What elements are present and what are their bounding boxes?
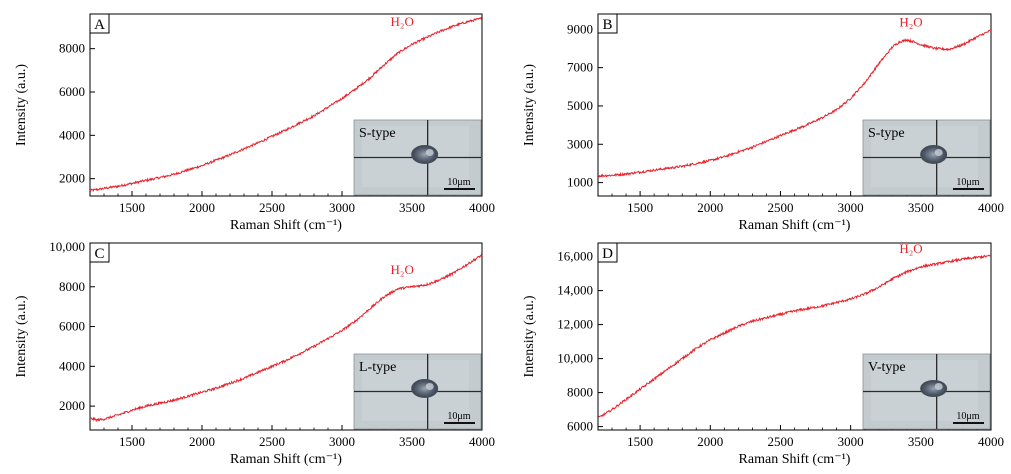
y-tick-label: 5000: [567, 98, 593, 113]
x-tick-label: 4000: [469, 200, 495, 215]
x-tick-label: 2500: [259, 434, 285, 449]
x-tick-label: 3000: [329, 434, 355, 449]
scale-bar-label: 10μm: [956, 177, 979, 188]
fluid-inclusion: [920, 145, 948, 164]
y-tick-label: 10,000: [49, 239, 85, 254]
y-tick-label: 2000: [59, 398, 85, 413]
panel-letter-box: [89, 242, 110, 263]
x-tick-label: 2000: [697, 200, 723, 215]
vapor-bubble: [934, 383, 943, 390]
y-axis-label: Intensity (a.u.): [522, 295, 537, 377]
x-tick-label: 4000: [469, 434, 495, 449]
x-tick-label: 1500: [627, 434, 653, 449]
x-tick-label: 3500: [908, 434, 934, 449]
spectrum-line: [598, 29, 992, 178]
y-tick-label: 8000: [59, 279, 85, 294]
y-tick-label: 10,000: [557, 351, 593, 366]
panel-letter-box: [89, 13, 110, 34]
x-tick-label: 2500: [767, 200, 793, 215]
x-tick-label: 4000: [978, 434, 1004, 449]
y-tick-label: 2000: [59, 171, 85, 186]
spectrum-line: [89, 253, 483, 423]
y-tick-label: 16,000: [557, 249, 593, 264]
inset-micrograph: S-type 10μm: [353, 119, 482, 196]
h2o-annotation: H₂O: [899, 241, 922, 256]
y-tick-label: 6000: [567, 419, 593, 434]
x-axis-label: Raman Shift (cm⁻¹): [739, 452, 851, 467]
h2o-annotation: H₂O: [391, 262, 414, 277]
x-tick-label: 1500: [627, 200, 653, 215]
scale-bar-label: 10μm: [447, 411, 470, 422]
x-tick-label: 3000: [838, 434, 864, 449]
panel-letter-box: [597, 242, 618, 263]
x-tick-label: 3500: [908, 200, 934, 215]
x-tick-label: 3500: [399, 200, 425, 215]
inset-type-label: V-type: [868, 360, 906, 375]
x-tick-label: 4000: [978, 200, 1004, 215]
panel-letter-box: [597, 13, 618, 34]
x-tick-label: 2500: [259, 200, 285, 215]
y-axis-label: Intensity (a.u.): [14, 295, 29, 377]
y-axis-label: Intensity (a.u.): [522, 64, 537, 146]
y-tick-label: 12,000: [557, 317, 593, 332]
y-tick-label: 6000: [59, 319, 85, 334]
panel-letter: D: [602, 246, 613, 262]
x-tick-label: 2000: [189, 200, 215, 215]
x-tick-label: 1500: [119, 200, 145, 215]
vapor-bubble: [425, 383, 434, 390]
h2o-annotation: H₂O: [899, 14, 922, 29]
x-tick-label: 2500: [767, 434, 793, 449]
panel-c: 1500 2000 2500 3000 3500 4000 2000 4000 6000 8000…: [14, 239, 495, 467]
scale-bar-label: 10μm: [447, 177, 470, 188]
panel-a: 1500 2000 2500 3000 3500 4000 2000 4000 6000 8000…: [14, 13, 495, 233]
scale-bar-label: 10μm: [956, 411, 979, 422]
vapor-bubble: [425, 149, 434, 156]
inset-micrograph: L-type 10μm: [353, 353, 482, 430]
x-tick-label: 2000: [189, 434, 215, 449]
inset-type-label: S-type: [868, 126, 905, 141]
inset-type-label: S-type: [359, 126, 396, 141]
x-axis-label: Raman Shift (cm⁻¹): [230, 218, 342, 233]
panel-d: 1500 2000 2500 3000 3500 4000 6000 8000 10,000 12…: [522, 241, 1004, 467]
y-tick-label: 14,000: [557, 283, 593, 298]
inset-micrograph: V-type 10μm: [862, 353, 991, 430]
panel-letter: B: [602, 17, 612, 33]
vapor-bubble: [934, 149, 943, 156]
y-tick-label: 4000: [59, 358, 85, 373]
y-axis-label: Intensity (a.u.): [14, 64, 29, 146]
x-tick-label: 3500: [399, 434, 425, 449]
panel-letter: A: [94, 17, 105, 33]
h2o-annotation: H₂O: [391, 14, 414, 29]
x-tick-label: 3000: [838, 200, 864, 215]
y-tick-label: 6000: [59, 84, 85, 99]
y-tick-label: 9000: [567, 21, 593, 36]
fluid-inclusion: [411, 379, 439, 398]
inset-type-label: L-type: [359, 360, 396, 375]
spectrum-line: [597, 254, 992, 419]
fluid-inclusion: [411, 145, 439, 164]
x-axis-label: Raman Shift (cm⁻¹): [230, 452, 342, 467]
fluid-inclusion: [920, 380, 948, 397]
y-tick-label: 8000: [59, 41, 85, 56]
x-tick-label: 1500: [119, 434, 145, 449]
y-tick-label: 4000: [59, 127, 85, 142]
x-axis-label: Raman Shift (cm⁻¹): [739, 218, 851, 233]
y-tick-label: 1000: [567, 175, 593, 190]
y-tick-label: 8000: [567, 385, 593, 400]
spectrum-line: [89, 16, 483, 193]
panel-b: 1500 2000 2500 3000 3500 4000 1000 3000 5000 7000…: [522, 13, 1004, 233]
x-tick-label: 3000: [329, 200, 355, 215]
x-tick-label: 2000: [697, 434, 723, 449]
y-tick-label: 3000: [567, 136, 593, 151]
panel-letter: C: [94, 246, 104, 262]
y-tick-label: 7000: [567, 60, 593, 75]
inset-micrograph: S-type 10μm: [862, 119, 991, 196]
